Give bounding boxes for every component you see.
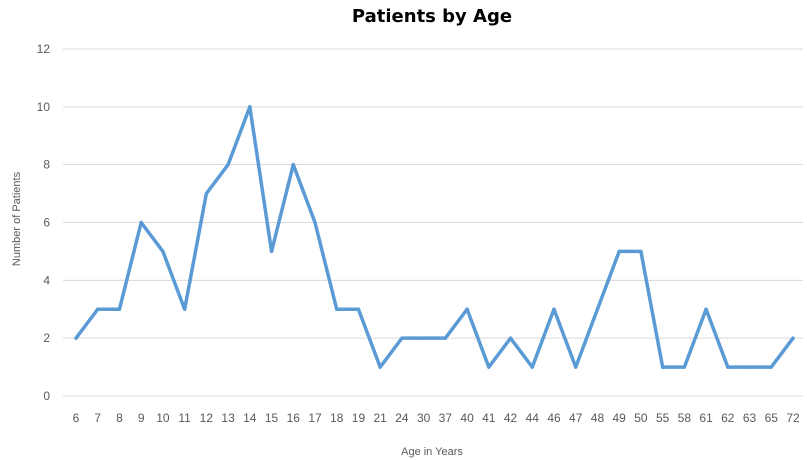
series-group [74, 105, 795, 369]
data-point-18 [335, 307, 339, 311]
data-point-72 [791, 336, 795, 340]
x-tick-label: 10 [156, 411, 170, 425]
data-point-10 [161, 249, 165, 254]
data-point-58 [682, 365, 687, 369]
data-point-40 [465, 307, 469, 311]
x-tick-label: 11 [178, 411, 191, 425]
data-point-48 [595, 307, 600, 311]
gridlines [63, 48, 803, 397]
data-point-37 [443, 336, 448, 340]
data-point-17 [313, 220, 317, 225]
y-tick-label: 8 [43, 158, 50, 172]
x-tick-label: 12 [200, 411, 214, 425]
data-point-46 [552, 307, 556, 311]
x-tick-label: 44 [526, 411, 540, 425]
data-point-14 [248, 105, 252, 109]
y-tick-label: 10 [37, 100, 51, 114]
data-point-7 [96, 307, 100, 311]
x-tick-label: 46 [547, 411, 561, 425]
x-tick-label: 47 [569, 411, 583, 425]
x-tick-label: 72 [786, 411, 800, 425]
y-tick-label: 6 [43, 216, 50, 230]
x-tick-label: 6 [73, 411, 80, 425]
x-tick-label: 55 [656, 411, 670, 425]
y-tick-label: 4 [43, 273, 50, 287]
data-point-19 [356, 307, 361, 311]
data-point-8 [117, 307, 122, 311]
x-tick-label: 13 [221, 411, 235, 425]
x-axis-label: Age in Years [401, 446, 463, 458]
y-tick-label: 2 [43, 331, 50, 345]
x-tick-label: 49 [613, 411, 627, 425]
data-point-62 [726, 365, 730, 369]
x-tick-label: 37 [439, 411, 453, 425]
data-point-55 [660, 365, 665, 369]
data-point-50 [639, 249, 643, 254]
data-point-9 [139, 220, 143, 225]
x-tick-labels: 6 7 8 9 10 11 12 13 14 15 16 17 18 19 21 24 30 37 40 41 42 44… [73, 411, 800, 425]
x-tick-label: 8 [116, 411, 123, 425]
data-point-21 [378, 365, 382, 369]
data-point-16 [291, 162, 295, 167]
series-line [74, 105, 795, 369]
x-tick-label: 40 [460, 411, 474, 425]
x-tick-label: 63 [743, 411, 757, 425]
x-tick-label: 18 [330, 411, 344, 425]
data-point-63 [747, 365, 752, 369]
x-tick-label: 30 [417, 411, 431, 425]
data-point-49 [617, 249, 621, 254]
data-point-15 [269, 249, 274, 254]
x-tick-label: 15 [265, 411, 279, 425]
data-point-12 [204, 191, 209, 196]
x-tick-label: 17 [308, 411, 322, 425]
chart-title: Patients by Age [352, 6, 512, 27]
x-tick-label: 24 [395, 411, 409, 425]
y-axis-label: Number of Patients [11, 171, 23, 266]
data-point-61 [704, 307, 708, 311]
x-tick-label: 14 [243, 411, 257, 425]
data-point-47 [574, 365, 578, 369]
x-tick-label: 58 [678, 411, 692, 425]
x-tick-label: 61 [699, 411, 713, 425]
x-tick-label: 9 [138, 411, 145, 425]
x-tick-label: 65 [765, 411, 779, 425]
x-tick-label: 41 [482, 411, 496, 425]
x-tick-label: 50 [634, 411, 648, 425]
x-tick-label: 16 [287, 411, 301, 425]
data-point-44 [530, 365, 534, 369]
x-tick-label: 62 [721, 411, 735, 425]
data-point-6 [74, 336, 78, 340]
data-point-42 [508, 336, 513, 340]
data-point-24 [400, 336, 404, 340]
data-point-30 [421, 336, 426, 340]
y-tick-labels: 0 2 4 6 8 10 12 [37, 42, 51, 403]
x-tick-label: 21 [374, 411, 388, 425]
y-tick-label: 0 [43, 389, 50, 403]
y-tick-label: 12 [37, 42, 51, 56]
x-tick-label: 48 [591, 411, 605, 425]
x-tick-label: 42 [504, 411, 518, 425]
data-point-11 [182, 307, 187, 311]
data-point-65 [769, 365, 773, 369]
x-tick-label: 7 [94, 411, 101, 425]
x-tick-label: 19 [352, 411, 366, 425]
data-point-13 [226, 162, 230, 167]
data-point-41 [487, 365, 491, 369]
